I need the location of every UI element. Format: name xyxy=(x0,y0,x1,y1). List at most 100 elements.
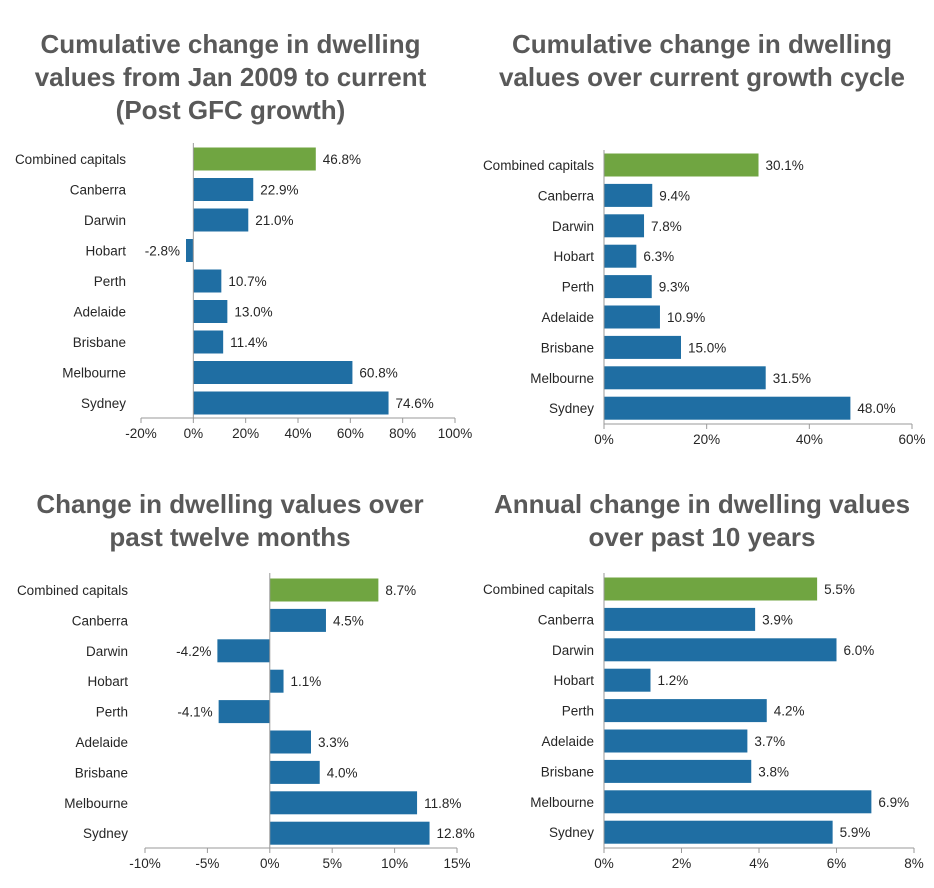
value-label: 48.0% xyxy=(857,401,895,416)
category-label: Darwin xyxy=(552,643,594,658)
x-tick-label: 6% xyxy=(827,856,847,871)
value-label: 6.3% xyxy=(643,249,674,264)
bar-perth xyxy=(604,275,652,299)
bar-hobart xyxy=(604,668,651,692)
value-label: -4.2% xyxy=(176,644,211,659)
bar-darwin xyxy=(193,208,249,232)
x-tick-label: 0% xyxy=(260,856,280,871)
x-tick-label: 40% xyxy=(796,432,823,447)
x-tick-label: 0% xyxy=(594,856,614,871)
value-label: 4.2% xyxy=(774,704,805,719)
x-tick-label: 100% xyxy=(438,426,473,441)
x-tick-label: 40% xyxy=(284,426,311,441)
category-label: Melbourne xyxy=(530,795,594,810)
value-label: 30.1% xyxy=(766,158,804,173)
value-label: 3.8% xyxy=(758,764,789,779)
bar-sydney xyxy=(193,391,389,415)
category-label: Darwin xyxy=(84,213,126,228)
value-label: 74.6% xyxy=(396,396,434,411)
bar-brisbane xyxy=(269,760,320,784)
bar-combined-capitals xyxy=(604,577,818,601)
category-label: Brisbane xyxy=(75,765,128,780)
value-label: 6.9% xyxy=(878,795,909,810)
bar-darwin xyxy=(217,639,270,663)
value-label: 60.8% xyxy=(359,366,397,381)
value-label: 9.3% xyxy=(659,280,690,295)
category-label: Combined capitals xyxy=(15,152,126,167)
category-label: Darwin xyxy=(86,644,128,659)
bar-perth xyxy=(218,700,270,724)
bar-darwin xyxy=(604,638,837,662)
bar-canberra xyxy=(604,183,653,207)
x-tick-label: 10% xyxy=(381,856,408,871)
value-label: 31.5% xyxy=(773,371,811,386)
category-label: Adelaide xyxy=(541,310,594,325)
bar-canberra xyxy=(269,608,326,632)
bar-combined-capitals xyxy=(193,147,316,171)
category-label: Sydney xyxy=(81,396,126,411)
bar-perth xyxy=(193,269,222,293)
x-tick-label: 4% xyxy=(749,856,769,871)
value-label: 7.8% xyxy=(651,219,682,234)
category-label: Hobart xyxy=(553,249,594,264)
value-label: 11.8% xyxy=(424,796,461,811)
category-label: Combined capitals xyxy=(17,583,128,598)
value-label: 1.1% xyxy=(291,674,322,689)
value-label: -2.8% xyxy=(145,244,180,259)
x-tick-label: 5% xyxy=(322,856,342,871)
value-label: 10.9% xyxy=(667,310,705,325)
bar-perth xyxy=(604,699,767,723)
x-tick-label: 15% xyxy=(443,856,470,871)
value-label: 12.8% xyxy=(437,826,475,841)
bar-brisbane xyxy=(193,330,224,354)
category-label: Hobart xyxy=(87,674,128,689)
chart-title: Annual change in dwelling values over pa… xyxy=(493,489,911,552)
value-label: 11.4% xyxy=(230,335,267,350)
category-label: Darwin xyxy=(552,219,594,234)
x-tick-label: -5% xyxy=(195,856,219,871)
bar-hobart xyxy=(269,669,284,693)
bar-melbourne xyxy=(604,790,872,814)
bar-sydney xyxy=(269,821,430,845)
category-label: Perth xyxy=(562,704,594,719)
x-tick-label: -20% xyxy=(125,426,157,441)
bar-melbourne xyxy=(604,366,766,390)
category-label: Hobart xyxy=(553,673,594,688)
value-label: 3.9% xyxy=(762,612,793,627)
chart-title: Change in dwelling values over past twel… xyxy=(36,489,424,552)
category-label: Canberra xyxy=(72,613,129,628)
category-label: Adelaide xyxy=(73,305,126,320)
x-tick-label: 20% xyxy=(693,432,720,447)
x-tick-label: 2% xyxy=(672,856,692,871)
category-label: Adelaide xyxy=(75,735,128,750)
category-label: Brisbane xyxy=(541,764,594,779)
bar-brisbane xyxy=(604,335,681,359)
value-label: 21.0% xyxy=(255,213,293,228)
chart-title: Cumulative change in dwelling values fro… xyxy=(34,29,427,125)
category-label: Sydney xyxy=(549,401,594,416)
category-label: Perth xyxy=(94,274,126,289)
value-label: 6.0% xyxy=(844,643,875,658)
category-label: Combined capitals xyxy=(483,158,594,173)
category-label: Melbourne xyxy=(530,371,594,386)
bar-canberra xyxy=(604,607,756,631)
x-tick-label: 20% xyxy=(232,426,259,441)
value-label: 5.5% xyxy=(824,582,855,597)
value-label: 13.0% xyxy=(234,305,272,320)
x-tick-label: 60% xyxy=(898,432,925,447)
bar-adelaide xyxy=(604,305,660,329)
chart-title: Cumulative change in dwelling values ove… xyxy=(498,29,906,92)
x-tick-label: 60% xyxy=(337,426,364,441)
bar-melbourne xyxy=(193,361,353,384)
bar-melbourne xyxy=(269,791,418,815)
category-label: Canberra xyxy=(70,183,127,198)
value-label: 8.7% xyxy=(385,583,416,598)
bar-adelaide xyxy=(193,300,228,323)
category-label: Melbourne xyxy=(64,796,128,811)
value-label: 10.7% xyxy=(228,274,266,289)
value-label: -4.1% xyxy=(177,705,212,720)
category-label: Canberra xyxy=(538,612,595,627)
